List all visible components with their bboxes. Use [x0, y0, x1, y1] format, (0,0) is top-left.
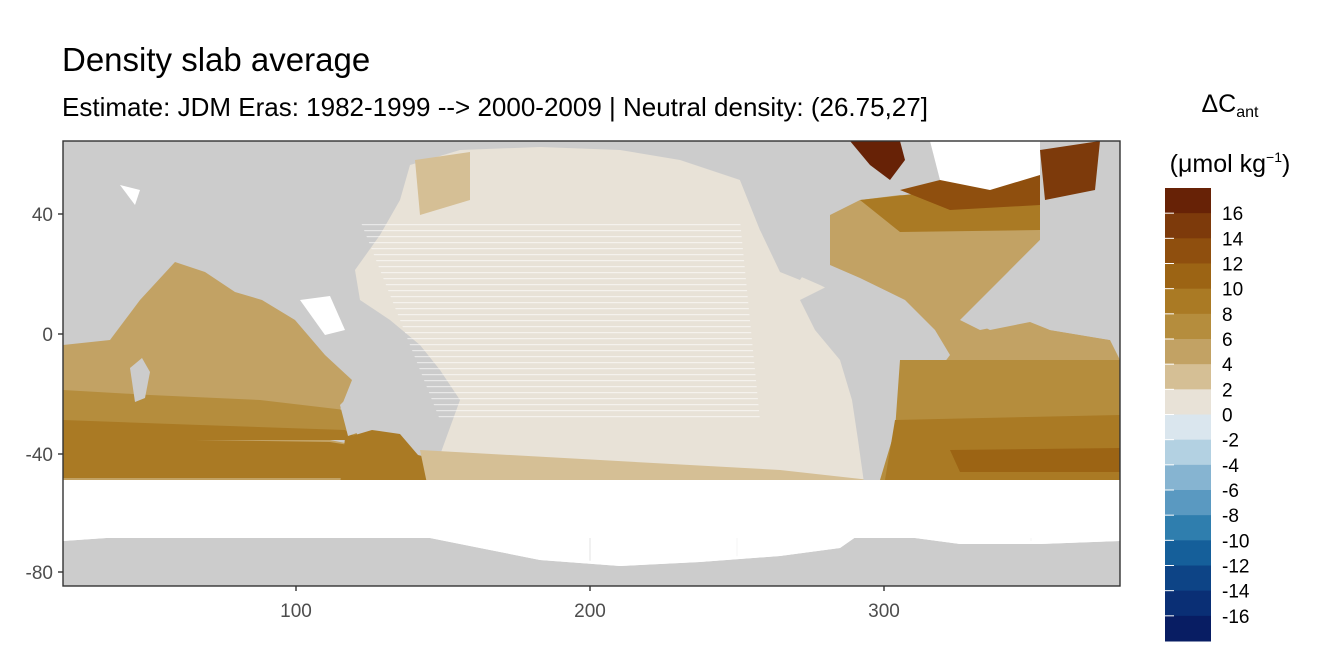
legend-unit-suffix: ) [1282, 150, 1291, 178]
south-america [800, 280, 950, 490]
legend-break-label: -8 [1222, 506, 1239, 527]
y-tick-label: -40 [26, 445, 53, 466]
legend-swatch [1165, 188, 1211, 214]
legend-symbol: ΔC [1201, 90, 1237, 118]
legend-break-label: 14 [1222, 229, 1244, 250]
legend-break-label: -16 [1222, 607, 1249, 628]
chart-title: Density slab average [62, 41, 371, 78]
legend-break-label: -6 [1222, 481, 1239, 502]
y-tick-label: -80 [26, 563, 53, 584]
legend-swatch [1165, 263, 1211, 290]
legend-swatch [1165, 515, 1211, 541]
legend-swatch [1165, 313, 1211, 340]
legend-title: ΔCant (μmol kg−1) [1150, 82, 1310, 186]
legend-break-label: -14 [1222, 582, 1250, 603]
legend-break-label: -12 [1222, 557, 1249, 578]
legend-unit-superscript: −1 [1266, 149, 1282, 165]
legend-break-label: 2 [1222, 380, 1233, 401]
map-layer [63, 141, 1120, 586]
x-tick-label: 300 [868, 601, 900, 622]
legend-break-label: 12 [1222, 255, 1243, 276]
legend-break-label: 4 [1222, 355, 1233, 376]
legend-break-label: 10 [1222, 280, 1243, 301]
y-tick-label: 0 [42, 325, 53, 346]
legend-subscript: ant [1236, 104, 1259, 121]
y-tick-label: 40 [32, 205, 53, 226]
x-tick-label: 200 [574, 601, 606, 622]
legend-colorbar [1165, 188, 1211, 642]
legend-swatch [1165, 615, 1211, 642]
legend-swatch [1165, 439, 1211, 466]
legend-break-label: -4 [1222, 456, 1239, 477]
legend-swatch [1165, 339, 1211, 365]
legend-break-label: -10 [1222, 531, 1249, 552]
legend-unit-prefix: (μmol kg [1169, 150, 1267, 178]
legend-swatch [1165, 364, 1211, 390]
legend-swatch [1165, 490, 1211, 516]
legend-labels: 16 14 12 10 8 6 4 2 0 -2 -4 -6 -8 -10 -12 -14 -16 [1222, 204, 1250, 628]
legend-break-label: 8 [1222, 305, 1233, 326]
legend-swatch [1165, 288, 1211, 315]
africa [970, 240, 1120, 340]
legend-swatch [1165, 540, 1211, 566]
legend-swatch [1165, 238, 1211, 264]
x-tick-label: 100 [280, 601, 312, 622]
legend-break-label: 0 [1222, 406, 1233, 427]
legend-break-label: -2 [1222, 431, 1239, 452]
plot-border [62, 140, 1121, 587]
legend-swatch [1165, 464, 1211, 491]
legend-swatch [1165, 213, 1211, 239]
legend-swatch [1165, 590, 1211, 617]
legend-swatch [1165, 414, 1211, 441]
legend-swatch [1165, 389, 1211, 415]
legend-swatch [1165, 565, 1211, 592]
north-america [680, 141, 900, 280]
legend-break-label: 6 [1222, 330, 1233, 351]
chart-subtitle: Estimate: JDM Eras: 1982-1999 --> 2000-2… [62, 92, 928, 122]
legend-break-label: 16 [1222, 204, 1243, 225]
